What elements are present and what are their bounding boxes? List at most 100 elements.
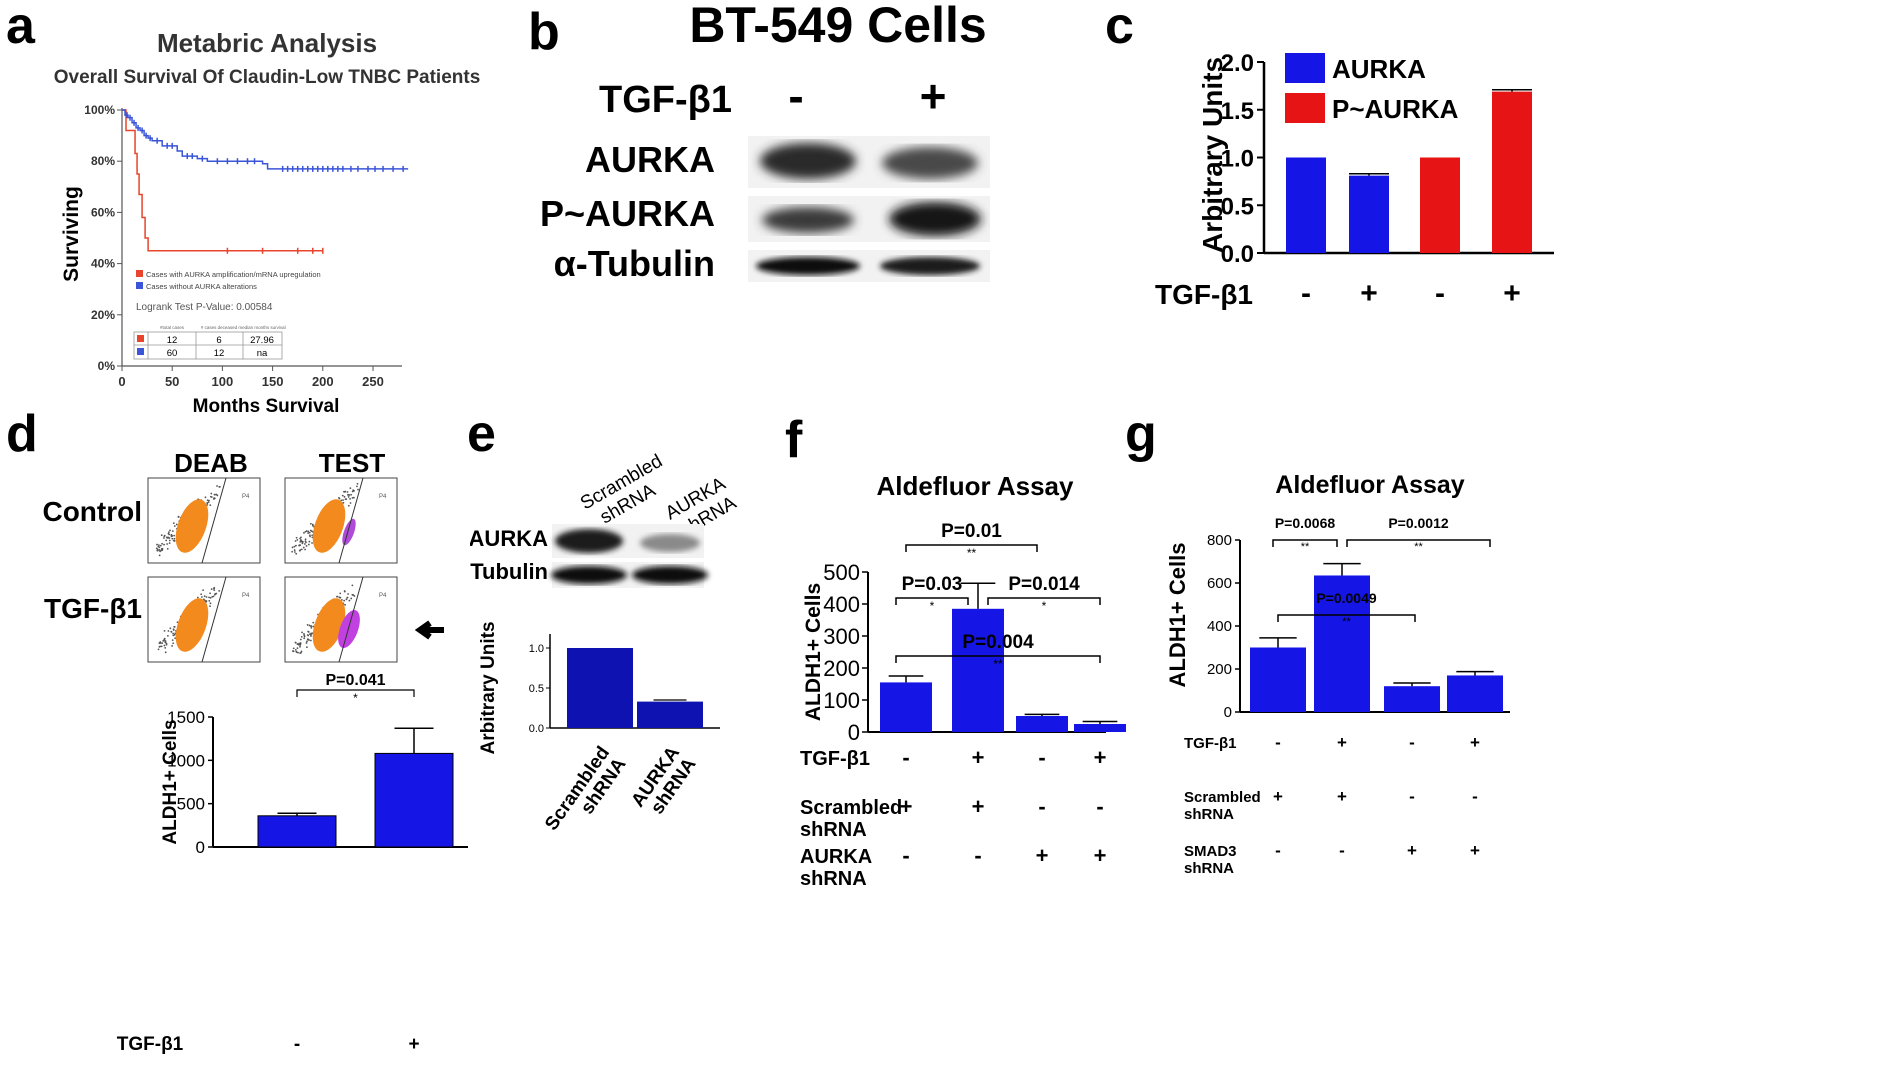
band-paurka-minus (762, 207, 854, 233)
condition-state: - (1275, 841, 1281, 860)
f-sig-bracket (895, 655, 1101, 663)
d-col-test: TEST (319, 448, 386, 478)
g-ylabel: ALDH1+ Cells (1165, 543, 1190, 688)
km-ytick-label: 20% (91, 308, 115, 322)
g-ytick-label: 600 (1207, 575, 1232, 592)
blot-row-p-aurka: P~AURKA (540, 193, 715, 234)
c-bar (1420, 157, 1460, 253)
d-ytick-label: 1000 (167, 751, 205, 770)
condition-label: AURKA (800, 846, 872, 868)
km-ytick-label: 0% (98, 359, 116, 373)
legend-swatch-unaltered (136, 282, 143, 289)
d-state: + (408, 1034, 419, 1055)
g-ytick-label: 0 (1224, 704, 1232, 721)
c-legend-swatch (1285, 93, 1325, 123)
svg-text:*: * (353, 691, 358, 705)
flow-population (312, 598, 346, 652)
d-col-deab: DEAB (174, 448, 248, 478)
c-ytick-label: 1.0 (1221, 146, 1254, 173)
f-ytick-label: 500 (823, 560, 860, 585)
e-ytick-label: 0.5 (529, 683, 544, 695)
e-ytick-label: 0.0 (529, 723, 544, 735)
d-ylabel: ALDH1+ Cells (160, 719, 181, 844)
svg-text:27.96: 27.96 (250, 335, 274, 346)
svg-text:**: ** (967, 546, 977, 560)
condition-state: - (1409, 733, 1415, 752)
flow-population (175, 499, 209, 553)
blot-title: BT-549 Cells (689, 0, 986, 53)
condition-state: - (974, 843, 981, 868)
treatment-label: TGF-β1 (599, 79, 732, 121)
c-legend-label: P~AURKA (1332, 94, 1459, 124)
condition-state: - (902, 843, 909, 868)
condition-state: - (1096, 794, 1103, 819)
svg-text:#total cases: #total cases (160, 325, 185, 330)
f-pvalue: P=0.014 (1008, 574, 1080, 595)
e-bar (637, 701, 703, 728)
g-sig-bracket (1277, 614, 1416, 622)
panel-label-a: a (6, 0, 35, 55)
band-tubulin-plus (880, 257, 980, 275)
condition-state: + (1337, 787, 1347, 806)
e-row-aurka: AURKA (470, 526, 548, 551)
survival-ylabel: Surviving (60, 186, 83, 282)
d-sig-bracket (296, 689, 415, 697)
g-ytick-label: 800 (1207, 532, 1232, 549)
lane-minus: - (788, 70, 803, 122)
logrank-text: Logrank Test P-Value: 0.00584 (136, 302, 273, 313)
c-state: + (1503, 277, 1521, 310)
f-bar (1074, 724, 1126, 732)
condition-label: shRNA (1184, 860, 1234, 877)
condition-state: - (1038, 745, 1045, 770)
condition-state: + (972, 794, 985, 819)
e-ylabel: Arbitrary Units (478, 621, 499, 754)
e-ytick-label: 1.0 (529, 643, 544, 655)
c-bar (1492, 91, 1532, 253)
flow-population (312, 499, 346, 553)
band-paurka-plus (889, 202, 981, 236)
f-pvalue: P=0.01 (941, 521, 1002, 542)
survival-title: Metabric Analysis (157, 28, 377, 58)
g-title: Aldefluor Assay (1275, 471, 1465, 499)
panel-label-f: f (785, 411, 803, 469)
condition-state: + (1094, 745, 1107, 770)
flow-gate-line (201, 576, 227, 663)
band-aurka-minus (760, 143, 856, 179)
svg-text:**: ** (1301, 541, 1310, 553)
survival-plot: Metabric Analysis Overall Survival Of Cl… (54, 28, 481, 417)
panel-label-g: g (1125, 405, 1157, 463)
condition-label: Scrambled (1184, 789, 1261, 806)
condition-state: - (1472, 787, 1478, 806)
km-xtick-label: 0 (118, 374, 125, 389)
flow-and-bar-d: DEAB TEST Control TGF-β1 P4 P4 P4 P4 ALDH1+… (42, 448, 468, 1055)
condition-state: + (1036, 843, 1049, 868)
legend-swatch-altered (136, 270, 143, 277)
condition-state: + (900, 794, 913, 819)
lane-plus: + (920, 70, 947, 122)
e-band-aurka-kd (640, 534, 700, 552)
survival-subtitle: Overall Survival Of Claudin-Low TNBC Pat… (54, 67, 481, 88)
condition-label: Scrambled (800, 797, 902, 819)
e-bar (567, 648, 633, 728)
condition-state: - (1275, 733, 1281, 752)
f-sig-bracket (905, 544, 1038, 552)
condition-state: + (972, 745, 985, 770)
e-band-tubulin-kd (632, 566, 708, 584)
svg-text:6: 6 (216, 335, 221, 346)
km-ytick-label: 40% (91, 257, 115, 271)
g-bar (1250, 647, 1306, 712)
f-pvalue: P=0.004 (962, 632, 1034, 653)
km-xtick-label: 250 (362, 374, 384, 389)
d-bar (374, 752, 454, 848)
condition-state: + (1407, 841, 1417, 860)
c-ytick-label: 1.5 (1221, 98, 1254, 125)
g-sig-bracket (1346, 539, 1491, 547)
bar-chart-f: Aldefluor Assay ALDH1+ Cells 0 100 200 300 400… (800, 471, 1126, 890)
condition-label: SMAD3 (1184, 843, 1237, 860)
f-sig-bracket (987, 597, 1101, 605)
g-bar (1314, 575, 1370, 712)
svg-text:60: 60 (167, 348, 178, 359)
d-ytick-label: 1500 (167, 708, 205, 727)
c-ylabel: Arbitrary Units (1197, 57, 1228, 253)
svg-text:P4: P4 (242, 593, 250, 599)
